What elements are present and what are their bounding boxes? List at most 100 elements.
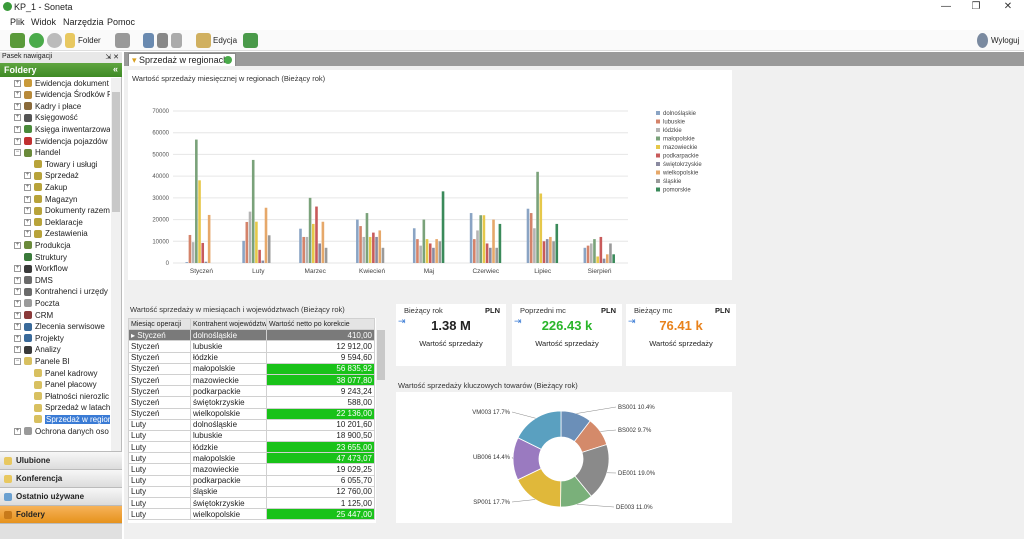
expand-icon[interactable]: + xyxy=(24,172,31,180)
expand-icon[interactable]: + xyxy=(24,195,31,203)
table-row[interactable]: Styczeń małopolskie 56 835,92 xyxy=(128,362,375,375)
export-icon[interactable]: ⇥ xyxy=(514,316,522,326)
table-row[interactable]: Luty małopolskie 47 473,07 xyxy=(128,452,375,465)
table-row[interactable]: Luty lubuskie 18 900,50 xyxy=(128,429,375,443)
menu-narzedzia[interactable]: Narzędzia xyxy=(63,17,104,27)
tree-item[interactable]: + Księga inwentarzowa xyxy=(14,123,110,135)
up-icon[interactable] xyxy=(10,33,25,48)
tree-scroll-thumb[interactable] xyxy=(112,92,120,212)
grid-scrollbar[interactable] xyxy=(376,318,386,523)
favorites-button[interactable]: Ulubione xyxy=(0,451,122,469)
tree-item[interactable]: + Zlecenia serwisowe xyxy=(14,321,105,333)
table-row[interactable]: Styczeń świętokrzyskie 588,00 xyxy=(128,396,375,409)
grid-icon[interactable] xyxy=(143,33,154,48)
tree-item[interactable]: Panel kadrowy xyxy=(24,367,97,379)
expand-icon[interactable]: + xyxy=(14,299,21,307)
tab-sales-regions[interactable]: ▾ Sprzedaż w regionach xyxy=(128,53,236,66)
table-row[interactable]: Styczeń mazowieckie 38 077,80 xyxy=(128,373,375,387)
tree-item[interactable]: − Panele BI xyxy=(14,355,70,367)
table-row[interactable]: Luty śląskie 12 760,00 xyxy=(128,485,375,499)
tree-item[interactable]: − Handel xyxy=(14,147,60,159)
table-row[interactable]: Luty łódzkie 23 655,00 xyxy=(128,441,375,454)
minimize-button[interactable]: — xyxy=(941,1,951,12)
column-header[interactable]: Wartość netto po korekcie xyxy=(266,317,375,331)
print-icon[interactable] xyxy=(115,33,130,48)
tree-item[interactable]: + Ochrona danych oso xyxy=(14,425,109,437)
tree-item[interactable]: Panel płacowy xyxy=(24,379,97,391)
expand-icon[interactable]: + xyxy=(14,125,21,133)
tree-item[interactable]: Płatności nierozlic xyxy=(24,390,109,402)
tree-item[interactable]: + Ewidencja Środków F xyxy=(14,89,110,101)
tools-icon[interactable] xyxy=(171,33,182,48)
tree-item[interactable]: + Zakup xyxy=(24,181,67,193)
expand-icon[interactable]: + xyxy=(14,265,21,273)
grid-scroll-thumb[interactable] xyxy=(377,330,385,380)
expand-icon[interactable]: + xyxy=(14,79,21,87)
menu-pomoc[interactable]: Pomoc xyxy=(107,17,136,27)
column-header[interactable]: Miesiąc operacji xyxy=(128,317,191,331)
export-icon[interactable]: ⇥ xyxy=(398,316,406,326)
maximize-button[interactable]: ❐ xyxy=(971,1,981,12)
edit-button[interactable]: Edycja xyxy=(213,36,238,45)
table-row[interactable]: ▸ Styczeń dolnośląskie 410,00 xyxy=(128,329,375,342)
expand-icon[interactable]: + xyxy=(14,137,21,145)
expand-icon[interactable]: + xyxy=(14,102,21,110)
expand-icon[interactable]: + xyxy=(14,114,21,122)
expand-icon[interactable]: + xyxy=(14,427,21,435)
expand-icon[interactable]: + xyxy=(14,334,21,342)
pin-close-icon[interactable]: ⇲ ✕ xyxy=(105,54,119,61)
collapse-icon[interactable]: « xyxy=(112,64,118,74)
expand-icon[interactable]: + xyxy=(24,218,31,226)
expand-icon[interactable]: + xyxy=(14,311,21,319)
table-row[interactable]: Luty mazowieckie 19 029,25 xyxy=(128,463,375,476)
expand-icon[interactable]: + xyxy=(14,276,21,284)
tree-item[interactable]: + Magazyn xyxy=(24,193,77,205)
tree-item[interactable]: + Sprzedaż xyxy=(24,170,79,182)
menu-plik[interactable]: Plik xyxy=(10,17,25,27)
tree-item[interactable]: + Ewidencja dokument xyxy=(14,78,109,89)
tree-item[interactable]: + DMS xyxy=(14,274,53,286)
table-row[interactable]: Luty wielkopolskie 25 447,00 xyxy=(128,508,375,521)
expand-icon[interactable]: + xyxy=(14,323,21,331)
forward-icon[interactable] xyxy=(47,33,62,48)
close-button[interactable]: ✕ xyxy=(1003,1,1013,12)
conference-button[interactable]: Konferencja xyxy=(0,469,122,487)
tree-item[interactable]: + Ewidencja pojazdów xyxy=(14,135,108,147)
menu-widok[interactable]: Widok xyxy=(31,17,57,27)
folder-button[interactable]: Folder xyxy=(78,36,101,45)
tree-item[interactable]: + Projekty xyxy=(14,332,64,344)
expand-icon[interactable]: − xyxy=(14,149,21,157)
tree-item[interactable]: + CRM xyxy=(14,309,53,321)
tree-item[interactable]: Sprzedaż w regior xyxy=(24,413,110,425)
expand-icon[interactable]: − xyxy=(14,357,21,365)
tree-item[interactable]: Sprzedaż w latach xyxy=(24,402,110,414)
expand-icon[interactable]: + xyxy=(14,288,21,296)
table-row[interactable]: Luty dolnośląskie 10 201,60 xyxy=(128,418,375,431)
table-row[interactable]: Styczeń podkarpackie 9 243,24 xyxy=(128,385,375,398)
table-row[interactable]: Styczeń lubuskie 12 912,00 xyxy=(128,340,375,353)
expand-icon[interactable]: + xyxy=(14,241,21,249)
refresh-icon[interactable] xyxy=(243,33,258,48)
tree-item[interactable]: + Analizy xyxy=(14,344,61,356)
tree-item[interactable]: + Workflow xyxy=(14,263,68,275)
table-row[interactable]: Styczeń wielkopolskie 22 136,00 xyxy=(128,407,375,420)
tree-item[interactable]: + Kadry i płace xyxy=(14,100,81,112)
expand-icon[interactable]: + xyxy=(24,230,31,238)
tree-item[interactable]: Towary i usługi xyxy=(24,158,97,170)
folders-button[interactable]: Foldery xyxy=(0,505,122,523)
settings-icon[interactable] xyxy=(157,33,168,48)
back-icon[interactable] xyxy=(29,33,44,48)
tree-item[interactable]: + Poczta xyxy=(14,297,59,309)
tab-refresh-icon[interactable] xyxy=(224,56,232,64)
tree-item[interactable]: + Zestawienia xyxy=(24,228,88,240)
tree-item[interactable]: + Produkcja xyxy=(14,239,71,251)
expand-icon[interactable]: + xyxy=(14,346,21,354)
tree-item[interactable]: + Deklaracje xyxy=(24,216,83,228)
logout-button[interactable]: Wyloguj xyxy=(991,36,1020,45)
expand-icon[interactable]: + xyxy=(24,207,31,215)
table-row[interactable]: Luty podkarpackie 6 055,70 xyxy=(128,474,375,487)
recent-button[interactable]: Ostatnio używane xyxy=(0,487,122,505)
table-row[interactable]: Styczeń łódzkie 9 594,60 xyxy=(128,351,375,364)
expand-icon[interactable]: + xyxy=(14,91,21,99)
export-icon[interactable]: ⇥ xyxy=(628,316,636,326)
